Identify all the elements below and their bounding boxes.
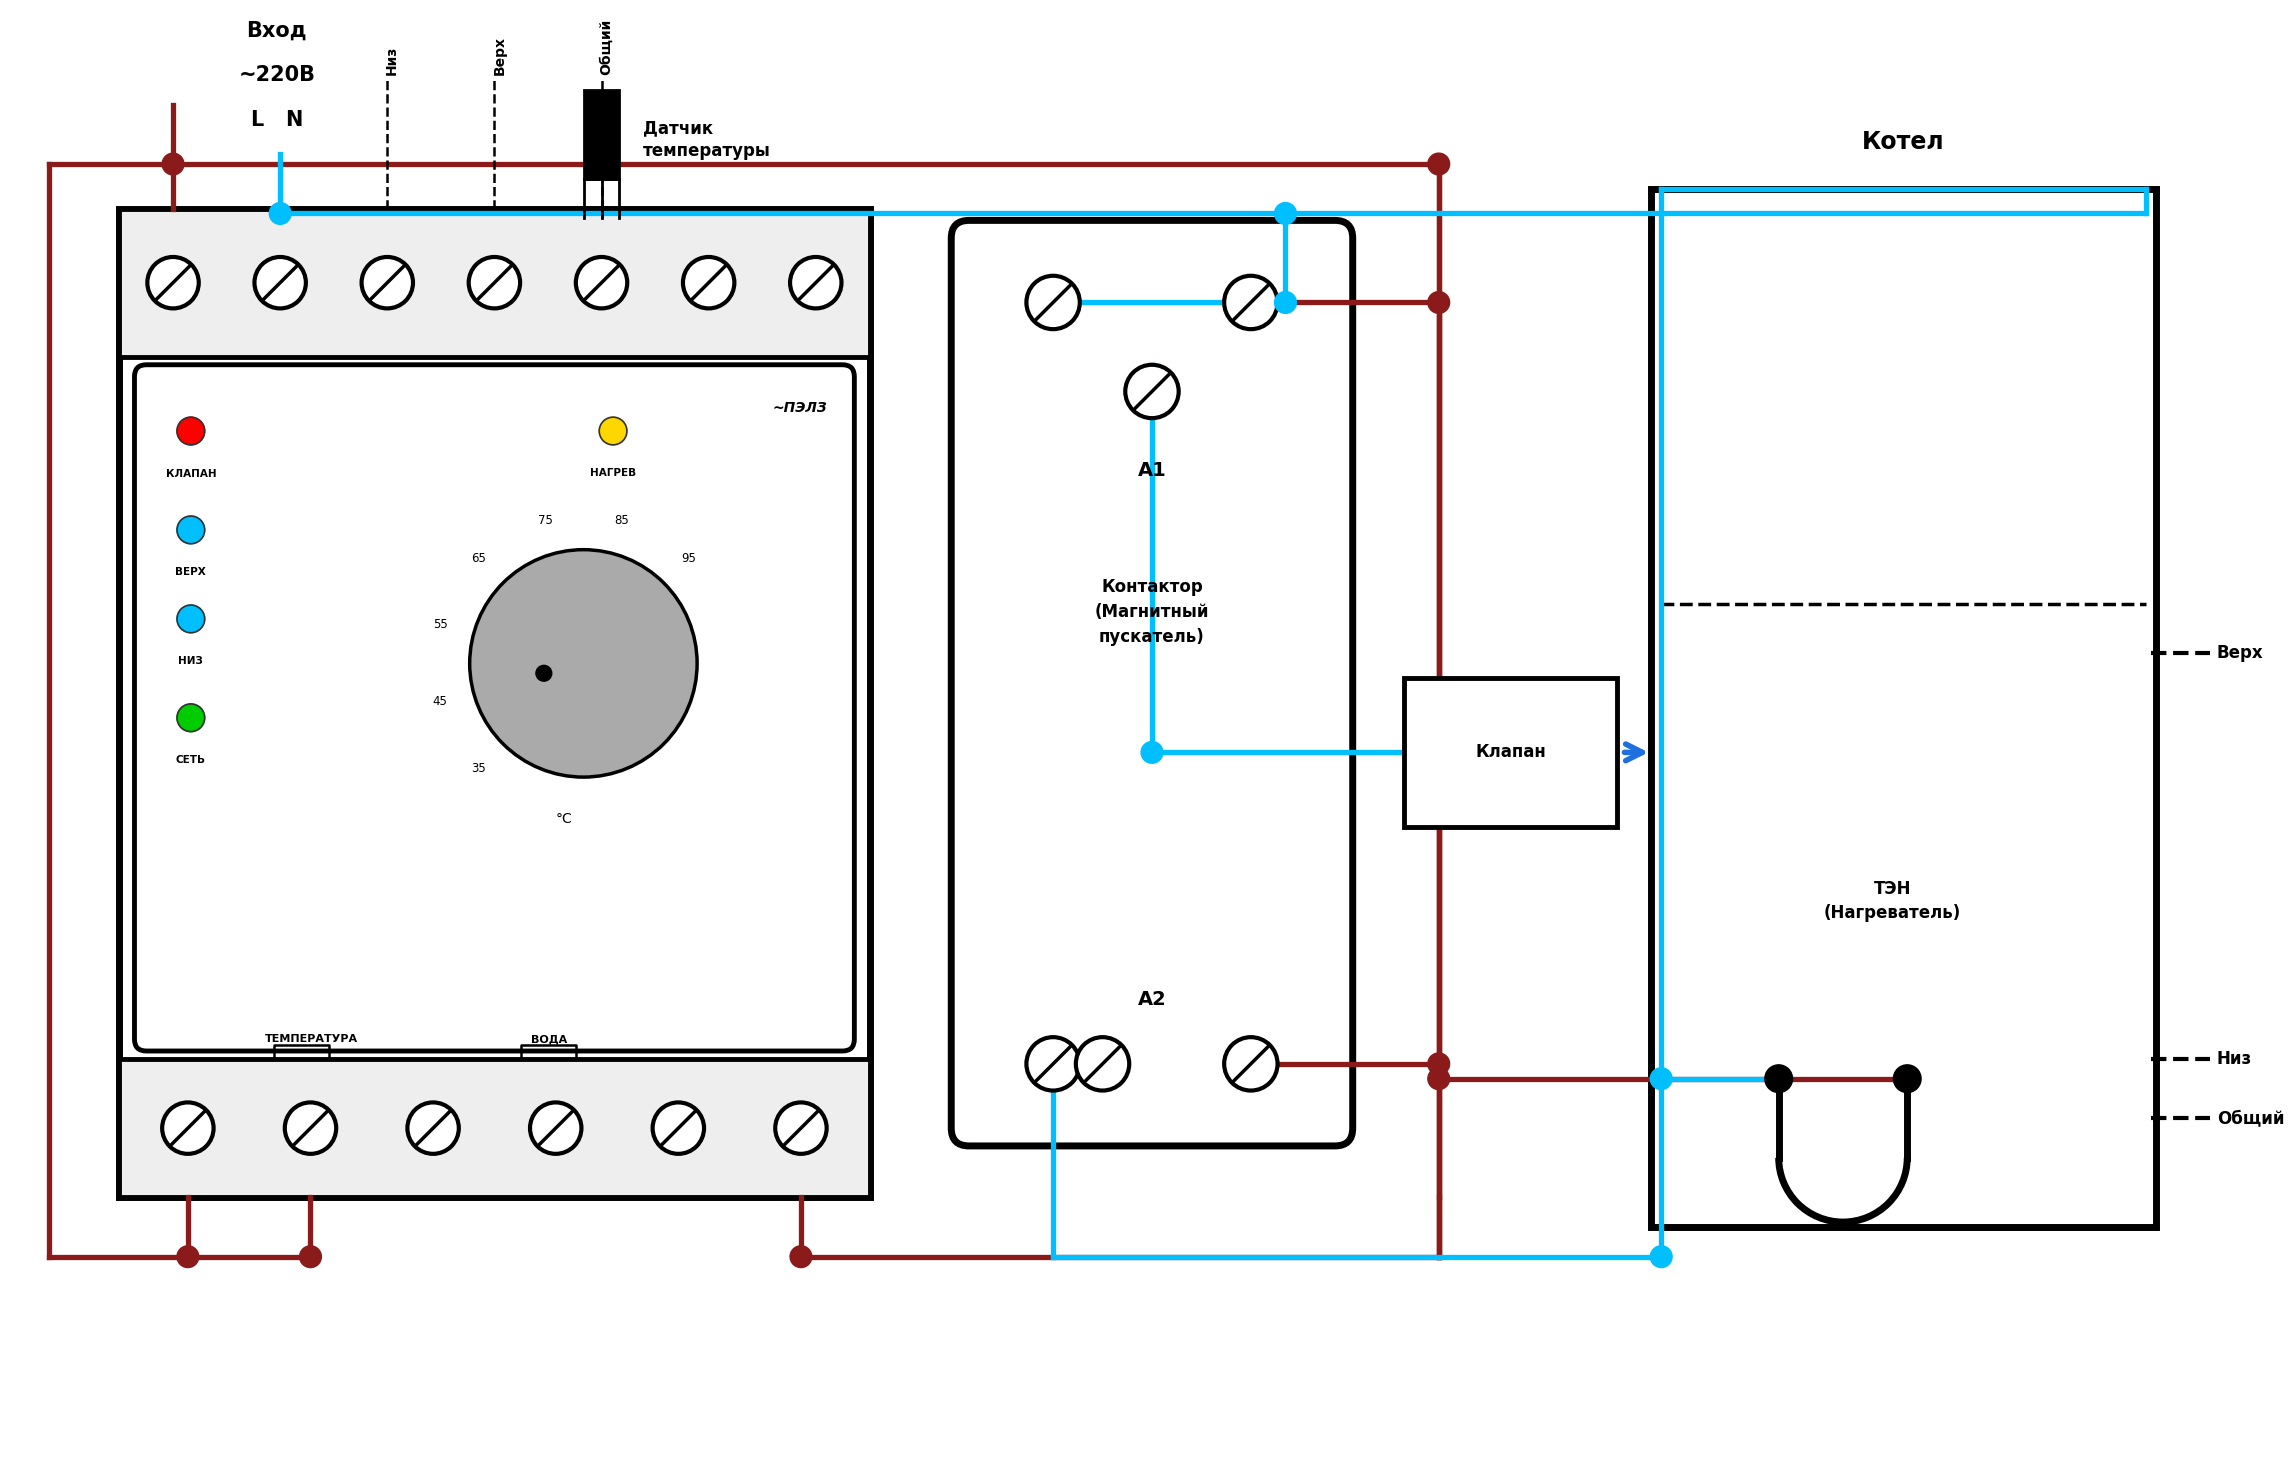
Text: СЕТЬ: СЕТЬ <box>176 756 206 765</box>
Text: A2: A2 <box>1138 991 1167 1010</box>
FancyBboxPatch shape <box>119 1059 870 1198</box>
Circle shape <box>176 1245 199 1268</box>
Text: ТЭН
(Нагреватель): ТЭН (Нагреватель) <box>1824 880 1962 921</box>
Circle shape <box>176 516 204 544</box>
Text: L   N: L N <box>252 109 302 130</box>
Text: Верх: Верх <box>492 35 506 75</box>
Circle shape <box>407 1102 458 1154</box>
Circle shape <box>1765 1065 1792 1093</box>
Circle shape <box>451 532 714 794</box>
Text: 35: 35 <box>472 762 485 775</box>
Circle shape <box>600 417 627 445</box>
Circle shape <box>1126 365 1179 419</box>
Circle shape <box>1142 741 1163 763</box>
Circle shape <box>176 417 204 445</box>
Circle shape <box>1275 291 1296 314</box>
FancyBboxPatch shape <box>1403 679 1616 827</box>
Text: 95: 95 <box>680 552 696 565</box>
Circle shape <box>254 257 307 309</box>
Circle shape <box>163 1102 213 1154</box>
Circle shape <box>682 257 735 309</box>
Circle shape <box>1428 154 1449 175</box>
Circle shape <box>1275 203 1296 225</box>
Text: Клапан: Клапан <box>1474 744 1545 762</box>
Circle shape <box>1428 291 1449 314</box>
Text: 75: 75 <box>538 513 552 527</box>
Circle shape <box>577 257 627 309</box>
Circle shape <box>1025 1037 1080 1090</box>
Circle shape <box>1225 1037 1277 1090</box>
Text: °C: °C <box>556 812 572 825</box>
Circle shape <box>163 154 183 175</box>
Circle shape <box>362 257 412 309</box>
Circle shape <box>531 1102 581 1154</box>
Text: ТЕМПЕРАТУРА: ТЕМПЕРАТУРА <box>266 1034 357 1044</box>
Text: 65: 65 <box>472 552 485 565</box>
Text: Контактор
(Магнитный
пускатель): Контактор (Магнитный пускатель) <box>1094 578 1209 646</box>
Circle shape <box>270 203 291 225</box>
Circle shape <box>1650 1245 1671 1268</box>
Text: Котел: Котел <box>1863 130 1946 154</box>
Text: Датчик
температуры: Датчик температуры <box>643 120 771 160</box>
Circle shape <box>1428 1053 1449 1075</box>
Circle shape <box>1893 1065 1920 1093</box>
Circle shape <box>1428 1068 1449 1090</box>
Circle shape <box>1076 1037 1128 1090</box>
Circle shape <box>776 1102 826 1154</box>
Circle shape <box>1650 1068 1671 1090</box>
Circle shape <box>469 257 520 309</box>
Circle shape <box>790 1245 813 1268</box>
Text: 45: 45 <box>433 695 449 708</box>
Text: НИЗ: НИЗ <box>179 657 204 667</box>
Text: A1: A1 <box>1138 460 1167 479</box>
FancyBboxPatch shape <box>952 220 1353 1146</box>
Text: ВОДА: ВОДА <box>531 1034 568 1044</box>
Text: Общий: Общий <box>600 19 613 75</box>
Text: 55: 55 <box>433 618 449 632</box>
Text: КЛАПАН: КЛАПАН <box>165 469 215 479</box>
Text: ~220В: ~220В <box>238 65 316 86</box>
Circle shape <box>284 1102 336 1154</box>
FancyBboxPatch shape <box>119 209 870 356</box>
Circle shape <box>790 257 842 309</box>
Text: 85: 85 <box>613 513 629 527</box>
Circle shape <box>652 1102 705 1154</box>
Circle shape <box>176 605 204 633</box>
FancyBboxPatch shape <box>135 365 854 1052</box>
Text: Верх: Верх <box>2218 645 2264 663</box>
Circle shape <box>176 704 204 732</box>
Text: Общий: Общий <box>2218 1109 2284 1127</box>
FancyBboxPatch shape <box>584 90 620 179</box>
Circle shape <box>1025 275 1080 330</box>
Text: ~ПЭЛЗ: ~ПЭЛЗ <box>774 401 829 416</box>
Circle shape <box>1225 275 1277 330</box>
FancyBboxPatch shape <box>1650 189 2156 1228</box>
Circle shape <box>300 1245 320 1268</box>
Text: Низ: Низ <box>2218 1050 2252 1068</box>
Text: ВЕРХ: ВЕРХ <box>176 568 206 577</box>
Circle shape <box>146 257 199 309</box>
FancyBboxPatch shape <box>119 209 870 1198</box>
Circle shape <box>536 666 552 682</box>
Text: Вход: Вход <box>247 21 307 40</box>
Circle shape <box>469 550 698 776</box>
Text: НАГРЕВ: НАГРЕВ <box>591 467 636 478</box>
Text: Низ: Низ <box>385 46 398 75</box>
